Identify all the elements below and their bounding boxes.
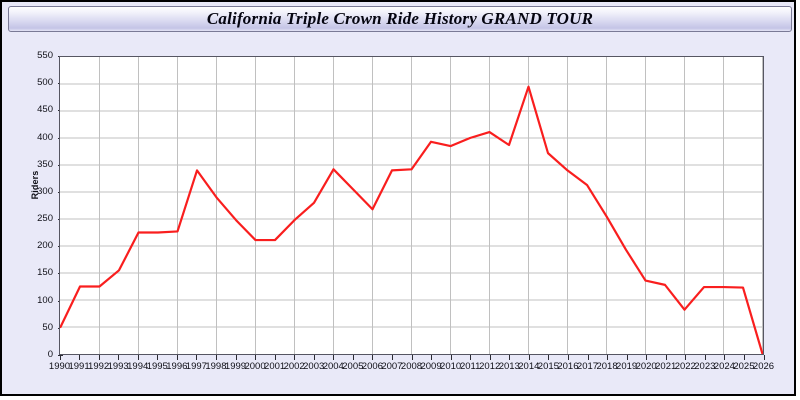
x-tick-mark <box>704 355 706 360</box>
x-tick-label: 2017 <box>576 361 599 372</box>
y-tick-mark <box>58 355 63 356</box>
y-tick-label: 400 <box>37 131 53 143</box>
y-tick-label: 450 <box>37 104 53 116</box>
x-tick-label: 2010 <box>440 361 462 372</box>
x-tick-label: 1998 <box>205 361 227 372</box>
x-tick-label: 2006 <box>361 361 383 372</box>
x-tick-mark <box>59 355 61 360</box>
x-tick-label: 1992 <box>88 361 110 372</box>
x-tick-label: 1999 <box>224 361 247 372</box>
series-riders <box>60 85 763 354</box>
x-axis-ticks: 1990 1991 1992 1993 1994 1995 1996 1997 1998 1999… <box>49 355 774 385</box>
x-tick-mark <box>646 355 648 360</box>
x-tick-mark <box>79 355 81 360</box>
x-tick-label: 2020 <box>635 361 657 372</box>
x-tick-mark <box>626 355 628 360</box>
x-tick-label: 2022 <box>674 361 696 372</box>
x-tick-label: 2002 <box>283 361 305 372</box>
y-tick-label: 150 <box>37 267 53 279</box>
x-tick-mark <box>313 355 315 360</box>
y-tick-label: 200 <box>37 240 53 252</box>
x-tick-label: 1996 <box>166 361 188 372</box>
y-tick-label: 550 <box>37 50 53 61</box>
x-tick-mark <box>352 355 354 360</box>
y-tick-label: 300 <box>37 185 53 197</box>
x-tick-label: 2025 <box>733 361 755 372</box>
x-tick-mark <box>176 355 178 360</box>
x-tick-label: 2023 <box>694 361 716 372</box>
x-tick-mark <box>548 355 550 360</box>
plot-area <box>59 56 764 355</box>
y-tick-label: 0 <box>47 349 53 360</box>
x-tick-label: 1991 <box>68 361 90 372</box>
x-tick-mark <box>567 355 569 360</box>
x-tick-label: 2007 <box>381 361 403 372</box>
x-tick-label: 2009 <box>420 361 442 372</box>
x-tick-label: 2004 <box>322 361 344 372</box>
x-tick-label: 2015 <box>537 361 559 372</box>
x-tick-label: 2013 <box>498 361 520 372</box>
grid-lines <box>60 57 763 354</box>
x-tick-mark <box>450 355 452 360</box>
x-tick-label: 2026 <box>752 361 775 372</box>
x-tick-mark <box>372 355 374 360</box>
x-tick-label: 2024 <box>713 361 735 372</box>
x-tick-label: 1997 <box>185 361 207 372</box>
x-tick-mark <box>607 355 609 360</box>
x-tick-mark <box>118 355 120 360</box>
x-tick-mark <box>489 355 491 360</box>
x-tick-label: 2016 <box>557 361 579 372</box>
x-tick-mark <box>391 355 393 360</box>
x-tick-mark <box>196 355 198 360</box>
data-line <box>60 85 763 354</box>
x-tick-label: 2014 <box>518 361 540 372</box>
x-tick-label: 2003 <box>303 361 325 372</box>
x-tick-mark <box>587 355 589 360</box>
x-tick-mark <box>724 355 726 360</box>
x-tick-label: 2021 <box>655 361 677 372</box>
x-tick-mark <box>685 355 687 360</box>
x-tick-mark <box>98 355 100 360</box>
x-tick-label: 1994 <box>127 361 149 372</box>
x-tick-label: 2008 <box>400 361 423 372</box>
x-tick-mark <box>509 355 511 360</box>
x-tick-mark <box>235 355 237 360</box>
x-tick-mark <box>763 355 765 360</box>
x-tick-label: 2001 <box>264 361 286 372</box>
x-tick-label: 1993 <box>107 361 129 372</box>
x-tick-mark <box>255 355 257 360</box>
x-tick-mark <box>333 355 335 360</box>
x-tick-mark <box>411 355 413 360</box>
y-tick-label: 250 <box>37 213 53 225</box>
x-tick-label: 2012 <box>479 361 501 372</box>
x-tick-mark <box>294 355 296 360</box>
x-tick-mark <box>157 355 159 360</box>
x-tick-mark <box>665 355 667 360</box>
x-tick-label: 1990 <box>48 361 71 372</box>
x-tick-label: 2019 <box>616 361 638 372</box>
x-tick-mark <box>743 355 745 360</box>
y-tick-label: 500 <box>37 77 53 89</box>
y-tick-label: 100 <box>37 294 53 306</box>
y-axis-ticks: 0 50 100 150 200 250 300 350 400 450 500 550 <box>10 51 63 360</box>
page-title: California Triple Crown Ride History GRA… <box>206 9 594 28</box>
x-tick-label: 2005 <box>342 361 364 372</box>
x-tick-label: 2000 <box>244 361 266 372</box>
x-tick-mark <box>215 355 217 360</box>
x-tick-mark <box>137 355 139 360</box>
x-tick-mark <box>528 355 530 360</box>
x-tick-label: 2018 <box>596 361 618 372</box>
y-tick-label: 350 <box>37 158 53 170</box>
x-tick-label: 1995 <box>146 361 168 372</box>
x-tick-mark <box>470 355 472 360</box>
y-tick-label: 50 <box>42 321 53 333</box>
x-tick-mark <box>431 355 433 360</box>
x-tick-label: 2011 <box>459 361 481 372</box>
chart-title-bar: California Triple Crown Ride History GRA… <box>8 6 792 32</box>
x-tick-mark <box>274 355 276 360</box>
